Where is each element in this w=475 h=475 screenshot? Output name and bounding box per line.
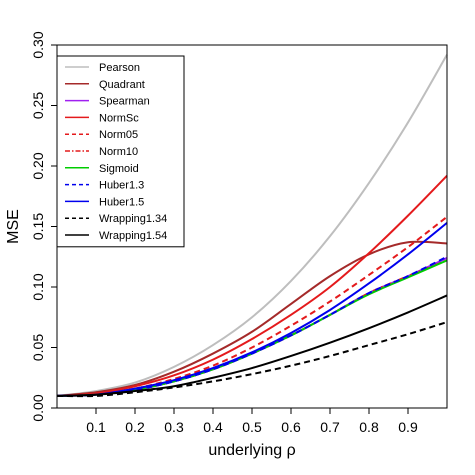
series-line-norm10 (56, 259, 448, 397)
series-line-wrapping1-54 (56, 294, 448, 397)
series-line-normsc (56, 174, 448, 397)
series-line-sigmoid (56, 259, 448, 397)
x-tick-label: 0.5 (242, 419, 262, 435)
legend-label: Norm05 (99, 129, 138, 141)
x-tick-label: 0.7 (320, 419, 340, 435)
x-tick-label: 0.6 (281, 419, 301, 435)
legend-label: Pearson (99, 62, 140, 74)
x-tick-label: 0.9 (398, 419, 418, 435)
x-tick-label: 0.3 (164, 419, 184, 435)
legend-label: NormSc (99, 112, 139, 124)
series-line-pearson (56, 54, 448, 397)
legend-label: Huber1.3 (99, 180, 144, 192)
legend-label: Wrapping1.34 (99, 213, 167, 225)
legend-label: Sigmoid (99, 163, 139, 175)
legend: Pearson Quadrant Spearman NormSc Norm05 Norm1… (56, 55, 185, 248)
legend-label: Spearman (99, 96, 150, 108)
y-tick-label: 0.25 (30, 92, 46, 119)
legend-label: Wrapping1.54 (99, 230, 167, 242)
x-tick-label: 0.4 (203, 419, 223, 435)
series-line-spearman (56, 257, 448, 397)
x-axis: 0.1 0.2 0.3 0.4 0.5 0.6 0.7 0.8 0.9 (86, 408, 418, 435)
series-line-norm05 (56, 216, 448, 397)
y-tick-label: 0.30 (30, 31, 46, 58)
legend-label: Norm10 (99, 146, 138, 158)
x-tick-label: 0.8 (359, 419, 379, 435)
legend-label: Quadrant (99, 79, 145, 91)
x-tick-label: 0.1 (86, 419, 106, 435)
y-axis-title: MSE (5, 209, 22, 244)
y-tick-label: 0.15 (30, 213, 46, 240)
series-line-wrapping1-34 (56, 321, 448, 398)
y-tick-label: 0.10 (30, 273, 46, 300)
y-tick-label: 0.20 (30, 152, 46, 179)
x-tick-label: 0.2 (125, 419, 145, 435)
y-tick-label: 0.05 (30, 334, 46, 361)
x-axis-title: underlying ρ (208, 442, 295, 459)
series-layer (56, 54, 448, 398)
y-tick-label: 0.00 (30, 394, 46, 421)
y-axis: 0.00 0.05 0.10 0.15 0.20 0.25 0.30 (30, 31, 57, 422)
legend-label: Huber1.5 (99, 196, 144, 208)
series-line-huber1-5 (56, 222, 448, 397)
series-line-huber1-3 (56, 255, 448, 397)
series-line-quadrant (56, 240, 448, 397)
